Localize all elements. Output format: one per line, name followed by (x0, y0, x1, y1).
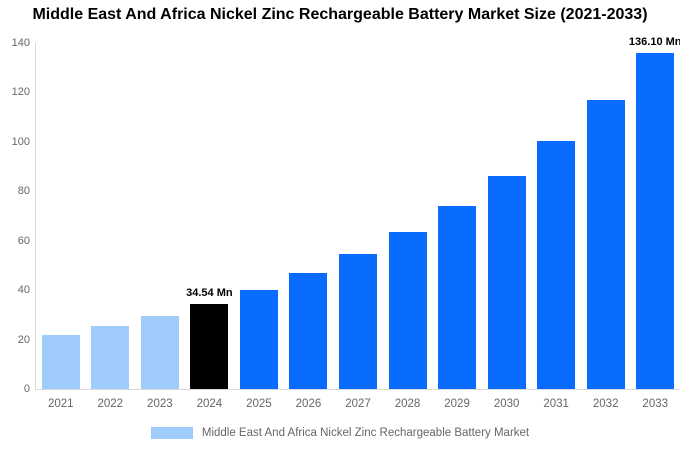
x-tick-label: 2033 (642, 398, 669, 410)
chart-title: Middle East And Africa Nickel Zinc Recha… (32, 6, 648, 23)
bar-2033 (636, 52, 675, 389)
bar-value-label-2024: 34.54 Mn (186, 286, 233, 299)
y-tick-label: 140 (11, 37, 30, 49)
x-tick-label: 2030 (493, 398, 520, 410)
y-tick-label: 40 (17, 284, 30, 297)
bar-2022 (91, 326, 130, 389)
x-tick-label: 2026 (295, 398, 322, 410)
bar-2024 (190, 303, 229, 389)
bar-2031 (537, 140, 576, 389)
y-tick-label: 60 (17, 234, 30, 247)
legend-swatch (150, 427, 193, 439)
x-tick-label: 2027 (345, 398, 371, 410)
y-tick-label: 20 (17, 333, 30, 346)
y-tick-label: 0 (23, 383, 30, 395)
x-tick-label: 2028 (394, 398, 421, 410)
y-tick-label: 100 (11, 135, 30, 148)
bar-2026 (289, 273, 328, 389)
y-tick-label: 80 (17, 185, 30, 198)
x-axis-line (35, 389, 680, 390)
y-tick-label: 120 (11, 86, 30, 99)
bar-2032 (586, 100, 625, 389)
bar-2021 (41, 334, 80, 389)
x-tick-label: 2021 (47, 398, 74, 410)
y-axis-line (35, 43, 36, 389)
x-tick-label: 2022 (97, 398, 124, 410)
bar-2025 (239, 289, 278, 389)
x-tick-label: 2023 (147, 398, 173, 410)
legend-label: Middle East And Africa Nickel Zinc Recha… (201, 427, 530, 439)
bar-2028 (388, 231, 427, 389)
legend: Middle East And Africa Nickel Zinc Recha… (0, 424, 680, 442)
bar-value-label-2033: 136.10 Mn (628, 35, 680, 48)
bar-2029 (438, 206, 477, 389)
x-tick-label: 2029 (444, 398, 470, 410)
bar-2023 (140, 315, 179, 389)
x-tick-label: 2031 (543, 398, 569, 410)
x-tick-label: 2024 (196, 398, 223, 410)
bar-2027 (339, 254, 377, 389)
x-tick-label: 2032 (592, 398, 619, 410)
bar-2030 (487, 176, 526, 389)
x-tick-label: 2025 (246, 398, 272, 410)
